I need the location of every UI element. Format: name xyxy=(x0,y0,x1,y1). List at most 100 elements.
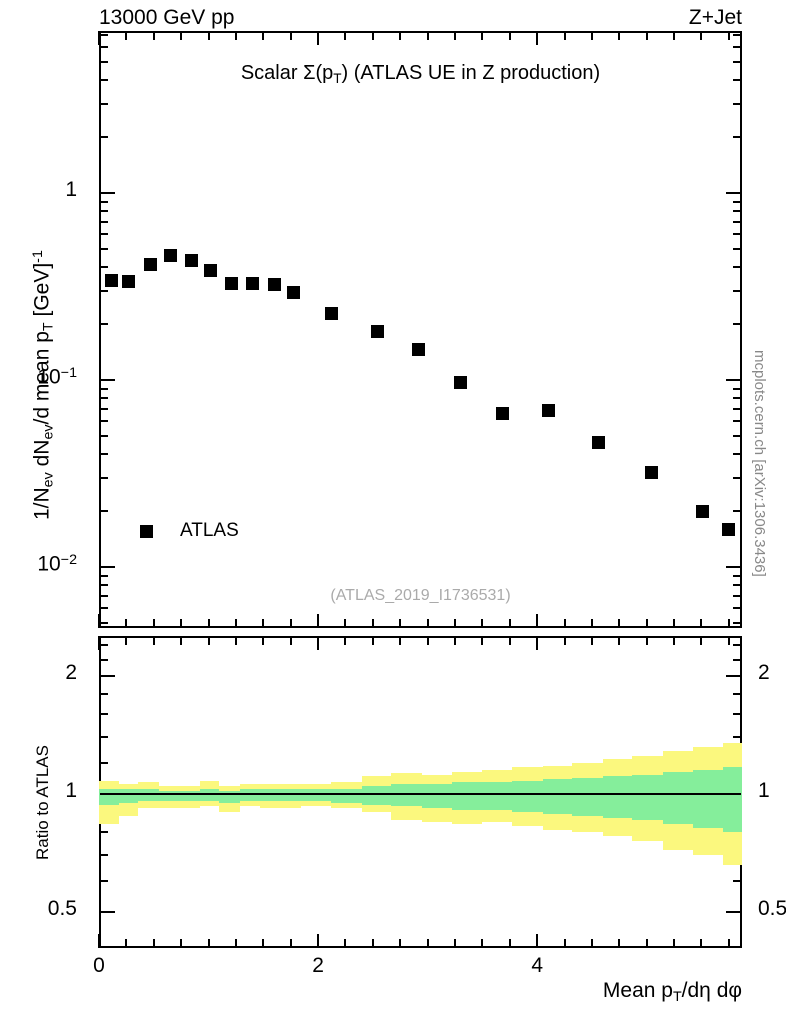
y-tick xyxy=(733,622,742,625)
x-tick xyxy=(618,619,621,628)
y-tick xyxy=(99,200,108,203)
x-tick xyxy=(645,939,648,948)
ratio-y-tick-label: 2 xyxy=(65,661,77,684)
x-tick xyxy=(590,636,593,645)
y-tick xyxy=(733,33,742,36)
ratio-y-tick xyxy=(733,712,742,715)
ratio-y-tick xyxy=(99,735,108,738)
legend-label-atlas: ATLAS xyxy=(180,520,239,541)
y-tick xyxy=(99,220,108,223)
plot-title: Scalar Σ(pT) (ATLAS UE in Z production) xyxy=(99,62,742,86)
x-axis-title-pre: Mean p xyxy=(602,979,673,1002)
x-tick xyxy=(317,636,320,650)
x-axis-title-sub: T xyxy=(672,988,682,1005)
x-tick xyxy=(508,619,511,628)
y-tick xyxy=(99,509,108,512)
x-tick xyxy=(98,614,100,628)
credit-watermark: mcplots.cern.ch [arXiv:1306.3436] xyxy=(751,350,768,577)
x-tick xyxy=(234,619,237,628)
x-tick xyxy=(317,614,320,628)
ratio-y-tick-label-right: 0.5 xyxy=(758,897,786,920)
x-tick xyxy=(152,31,155,40)
data-point xyxy=(412,343,426,357)
y-tick xyxy=(99,420,108,423)
y-tick xyxy=(733,46,742,49)
ratio-y-tick xyxy=(99,830,108,833)
y-tick xyxy=(733,420,742,423)
ratio-y-tick xyxy=(733,735,742,738)
y-tick xyxy=(99,622,108,625)
y-tick xyxy=(99,407,108,410)
x-tick xyxy=(125,619,128,628)
x-tick xyxy=(536,31,539,45)
y-tick xyxy=(733,79,742,82)
y-tick xyxy=(733,476,742,479)
x-tick xyxy=(289,619,292,628)
x-tick xyxy=(399,619,402,628)
ratio-y-tick xyxy=(733,879,742,882)
y-tick xyxy=(99,322,108,325)
x-tick xyxy=(262,619,265,628)
ratio-inner-band xyxy=(602,776,633,818)
y-tick xyxy=(99,566,115,568)
y-tick xyxy=(726,566,742,568)
x-tick xyxy=(673,939,676,948)
x-tick xyxy=(399,939,402,948)
x-axis-title-post: /dη dφ xyxy=(681,979,742,1002)
x-tick xyxy=(727,636,730,645)
y-tick xyxy=(733,407,742,410)
y-tick-label: 10−2 xyxy=(37,552,77,576)
x-tick xyxy=(700,619,703,628)
legend-marker-atlas xyxy=(140,524,153,538)
x-tick xyxy=(180,939,183,948)
y-tick xyxy=(733,61,742,64)
ratio-y-tick xyxy=(99,712,108,715)
x-tick xyxy=(125,939,128,948)
data-point xyxy=(122,274,136,288)
ratio-y-tick xyxy=(726,675,742,677)
ratio-inner-band xyxy=(451,782,483,811)
data-point xyxy=(225,276,239,290)
ratio-inner-band xyxy=(632,774,664,820)
x-tick xyxy=(207,636,210,645)
x-tick xyxy=(618,939,621,948)
x-axis-title: Mean pT/dη dφ xyxy=(603,979,742,1005)
y-tick xyxy=(99,33,108,36)
data-point xyxy=(245,277,259,291)
data-point xyxy=(453,376,467,390)
x-tick xyxy=(536,614,539,628)
data-point xyxy=(143,257,157,271)
x-tick xyxy=(645,31,648,40)
y-tick xyxy=(733,233,742,236)
x-tick xyxy=(344,619,347,628)
y-tick xyxy=(99,46,108,49)
ratio-inner-band xyxy=(391,784,423,807)
x-tick xyxy=(180,619,183,628)
data-point xyxy=(163,248,177,262)
x-tick xyxy=(207,31,210,40)
y-tick xyxy=(99,379,115,381)
ratio-inner-band xyxy=(159,790,179,801)
x-tick xyxy=(563,636,566,645)
ratio-inner-band xyxy=(422,784,452,809)
x-tick xyxy=(508,31,511,40)
x-tick xyxy=(98,934,100,948)
data-point xyxy=(592,436,605,450)
y-tick xyxy=(726,192,742,194)
x-tick xyxy=(344,939,347,948)
x-tick xyxy=(125,636,128,645)
x-tick xyxy=(289,636,292,645)
x-tick xyxy=(454,939,456,948)
x-tick xyxy=(399,636,402,645)
ratio-inner-band xyxy=(663,771,693,824)
x-tick xyxy=(618,636,621,645)
y-tick xyxy=(99,435,108,438)
y-tick xyxy=(99,266,108,269)
x-tick xyxy=(234,636,237,645)
data-point xyxy=(722,523,736,537)
x-tick xyxy=(426,636,429,645)
y-tick xyxy=(733,453,742,456)
x-tick xyxy=(454,31,456,40)
data-point xyxy=(495,406,509,420)
x-tick xyxy=(234,939,237,948)
